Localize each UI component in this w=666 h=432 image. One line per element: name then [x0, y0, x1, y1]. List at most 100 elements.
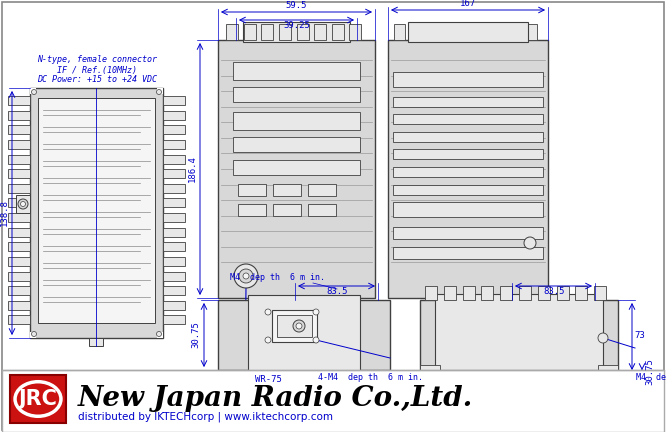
Bar: [8, 228, 30, 237]
Bar: [8, 213, 30, 222]
Bar: [308, 204, 336, 216]
Bar: [444, 286, 456, 300]
Circle shape: [265, 309, 271, 315]
Bar: [8, 242, 30, 251]
Text: 83.5: 83.5: [543, 288, 565, 296]
Text: WR-75: WR-75: [254, 375, 282, 384]
Text: M4  dep th  6 m in.: M4 dep th 6 m in.: [636, 374, 666, 382]
Circle shape: [313, 309, 319, 315]
Text: 39.25: 39.25: [283, 22, 310, 31]
Bar: [435, 294, 603, 370]
Text: 30.75: 30.75: [192, 321, 200, 349]
Bar: [233, 160, 360, 175]
Bar: [233, 137, 360, 152]
Bar: [594, 286, 606, 300]
Text: 167: 167: [460, 0, 476, 7]
Circle shape: [524, 237, 536, 249]
Bar: [163, 184, 185, 193]
Bar: [538, 286, 550, 300]
Circle shape: [21, 201, 25, 206]
Bar: [163, 271, 185, 280]
Bar: [273, 204, 301, 216]
Bar: [8, 155, 30, 163]
Bar: [8, 315, 30, 324]
Text: 73: 73: [635, 331, 645, 340]
Bar: [163, 111, 185, 120]
Text: N-type, female connector: N-type, female connector: [37, 55, 157, 64]
Bar: [163, 125, 185, 134]
Bar: [30, 332, 36, 338]
Bar: [314, 24, 326, 40]
Bar: [163, 228, 185, 237]
Bar: [393, 247, 543, 259]
Bar: [8, 140, 30, 149]
Bar: [332, 24, 344, 40]
Circle shape: [313, 337, 319, 343]
Bar: [509, 24, 520, 40]
Circle shape: [234, 264, 258, 288]
Bar: [8, 257, 30, 266]
Bar: [420, 365, 440, 377]
Bar: [394, 24, 405, 40]
Bar: [8, 125, 30, 134]
Bar: [218, 40, 375, 298]
Text: JRC: JRC: [19, 389, 57, 409]
Bar: [163, 140, 185, 149]
Bar: [248, 295, 360, 373]
Bar: [598, 365, 618, 377]
Text: DC Power: +15 to +24 VDC: DC Power: +15 to +24 VDC: [37, 76, 157, 85]
Bar: [261, 24, 273, 40]
Bar: [238, 184, 266, 196]
Bar: [393, 185, 543, 195]
Bar: [157, 332, 163, 338]
Bar: [575, 286, 587, 300]
Circle shape: [293, 320, 305, 332]
Circle shape: [157, 331, 161, 337]
Bar: [476, 24, 488, 40]
Bar: [163, 96, 185, 105]
Bar: [8, 198, 30, 207]
Bar: [277, 315, 312, 337]
Bar: [218, 300, 390, 370]
Bar: [38, 98, 155, 323]
Text: 186.4: 186.4: [188, 156, 196, 182]
Bar: [8, 301, 30, 310]
Circle shape: [157, 89, 161, 95]
Bar: [157, 88, 163, 94]
Bar: [233, 112, 360, 130]
Bar: [30, 88, 163, 338]
Bar: [420, 300, 618, 370]
Bar: [163, 315, 185, 324]
Bar: [393, 97, 543, 107]
Bar: [163, 242, 185, 251]
Bar: [525, 24, 537, 40]
Bar: [8, 286, 30, 295]
Bar: [460, 24, 471, 40]
Circle shape: [31, 89, 37, 95]
Bar: [2, 370, 664, 432]
Bar: [273, 184, 301, 196]
Bar: [163, 286, 185, 295]
Bar: [425, 286, 437, 300]
Bar: [350, 24, 362, 40]
Bar: [163, 301, 185, 310]
Bar: [279, 24, 291, 40]
Bar: [163, 169, 185, 178]
Circle shape: [296, 323, 302, 329]
Bar: [393, 149, 543, 159]
Bar: [493, 24, 503, 40]
Bar: [388, 40, 548, 298]
Text: distributed by IKTECHcorp | www.iktechcorp.com: distributed by IKTECHcorp | www.iktechco…: [78, 412, 333, 422]
Bar: [444, 24, 454, 40]
Circle shape: [239, 269, 253, 283]
Bar: [296, 24, 308, 40]
Circle shape: [265, 337, 271, 343]
Bar: [393, 167, 543, 177]
Text: New Japan Radio Co.,Ltd.: New Japan Radio Co.,Ltd.: [78, 384, 474, 412]
Text: 4-M4  dep th  6 m in.: 4-M4 dep th 6 m in.: [318, 374, 422, 382]
Bar: [238, 204, 266, 216]
Text: M4  dep th  6 m in.: M4 dep th 6 m in.: [230, 273, 326, 282]
Bar: [8, 271, 30, 280]
Bar: [393, 132, 543, 142]
Bar: [8, 96, 30, 105]
